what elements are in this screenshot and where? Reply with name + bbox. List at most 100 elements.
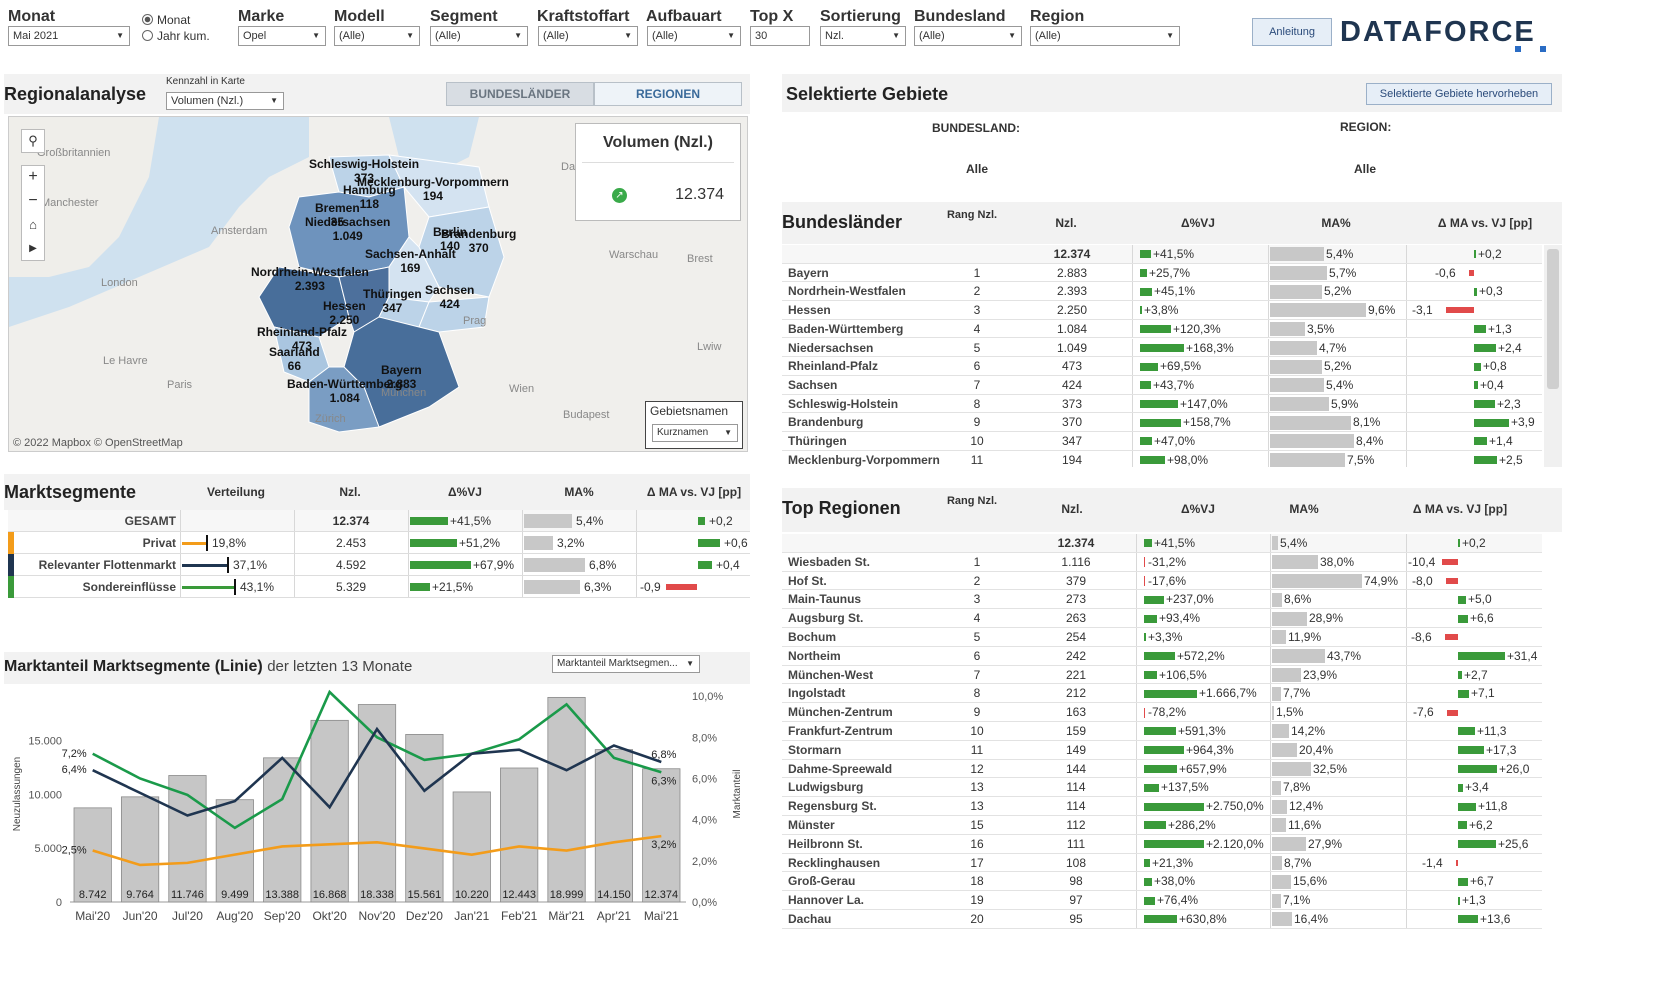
map[interactable]: Großbritannien Manchester Amsterdam Lond… [8,116,748,452]
dvj-bar [1140,456,1165,465]
modell-dropdown[interactable]: (Alle) ▼ [334,26,420,46]
table-row[interactable]: Heilbronn St. 16 111 +2.120,0% 27,9% +25,6 [782,834,1542,854]
col-divider [1268,263,1269,282]
table-row[interactable]: Northeim 6 242 +572,2% 43,7% +31,4 [782,646,1542,666]
tab-regionen[interactable]: REGIONEN [594,82,742,106]
distribution-marker [234,579,236,595]
dma-value: +2,3 [1497,396,1521,411]
state-name: Hessen [323,299,366,313]
zoom-in-icon[interactable]: + [28,168,38,185]
region-dropdown[interactable]: (Alle) ▼ [1030,26,1180,46]
ma-value: 7,5% [1347,452,1375,467]
scrollbar[interactable] [1544,245,1562,467]
topx-value: 30 [755,30,768,42]
table-row[interactable]: Main-Taunus 3 273 +237,0% 8,6% +5,0 [782,590,1542,610]
table-row[interactable]: Ingolstadt 8 212 +1.666,7% 7,7% +7,1 [782,684,1542,704]
state-label: Bremen 35 [315,201,360,229]
table-row[interactable]: Relevanter Flottenmarkt 37,1% 4.592 +67,9% 6… [8,554,750,576]
col-divider [1136,816,1137,834]
table-row[interactable]: 12.374 +41,5% 5,4% +0,2 [782,245,1542,264]
highlight-button[interactable]: Selektierte Gebiete hervorheben [1366,83,1552,105]
sortierung-dropdown[interactable]: Nzl. ▼ [820,26,906,46]
col-divider [1406,609,1407,627]
table-row[interactable]: 12.374 +41,5% 5,4% +0,2 [782,534,1542,553]
table-row[interactable]: Brandenburg 9 370 +158,7% 8,1% +3,9 [782,413,1542,432]
ma-value: 5,4% [1326,377,1354,392]
marke-value: Opel [243,30,267,42]
dvj-value: +1.666,7% [1199,686,1257,701]
x-tick-label: Mai'20 [75,909,110,923]
table-row[interactable]: Rheinland-Pfalz 6 473 +69,5% 5,2% +0,8 [782,357,1542,376]
table-row[interactable]: Regensburg St. 13 114 +2.750,0% 12,4% +11,8 [782,797,1542,816]
radio-jahr[interactable]: Jahr kum. [142,28,210,44]
table-row[interactable]: München-Zentrum 9 163 -78,2% 1,5% -7,6 [782,703,1542,722]
col-divider [1270,534,1271,552]
table-row[interactable]: Frankfurt-Zentrum 10 159 +591,3% 14,2% +11,3 [782,722,1542,741]
col-divider [1406,413,1407,431]
bundesland-dropdown[interactable]: (Alle) ▼ [914,26,1022,46]
table-row[interactable]: Groß-Gerau 18 98 +38,0% 15,6% +6,7 [782,872,1542,892]
ma-bar [524,580,580,594]
bar [405,734,444,903]
table-row[interactable]: Ludwigsburg 13 114 +137,5% 7,8% +3,4 [782,778,1542,798]
scrollbar-thumb[interactable] [1547,249,1559,389]
segment-dropdown[interactable]: (Alle) ▼ [430,26,528,46]
table-row[interactable]: Dahme-Spreewald 12 144 +657,9% 32,5% +26,0 [782,759,1542,779]
table-row[interactable]: Bayern 1 2.883 +25,7% 5,7% -0,6 [782,263,1542,283]
table-row[interactable]: Stormarn 11 149 +964,3% 20,4% +17,3 [782,740,1542,760]
dma-bar [666,584,697,590]
table-row[interactable]: Hessen 3 2.250 +3,8% 9,6% -3,1 [782,301,1542,320]
tab-bundeslaender[interactable]: BUNDESLÄNDER [446,82,594,106]
table-row[interactable]: Privat 19,8% 2.453 +51,2% 3,2% +0,6 [8,532,750,554]
col-divider [1270,910,1271,928]
table-row[interactable]: Baden-Württemberg 4 1.084 +120,3% 3,5% +1,3 [782,319,1542,339]
aufbau-dropdown[interactable]: (Alle) ▼ [647,26,741,46]
anleitung-button[interactable]: Anleitung [1252,18,1332,46]
dma-bar [1458,746,1484,755]
table-row[interactable]: Münster 15 112 +286,2% 11,6% +6,2 [782,816,1542,835]
ma-bar [1272,686,1281,701]
search-icon[interactable]: ⚲ [21,129,45,153]
bundesland-sel-value: Alle [966,162,989,176]
dvj-value: +93,4% [1159,611,1201,626]
table-row[interactable]: Wiesbaden St. 1 1.116 -31,2% 38,0% -10,4 [782,552,1542,572]
nzl-value: 12.374 [1053,247,1091,261]
gebietsnamen-dropdown[interactable]: Kurznamen ▼ [652,424,738,442]
table-row[interactable]: Schleswig-Holstein 8 373 +147,0% 5,9% +2,3 [782,394,1542,414]
dma-bar [1458,783,1463,792]
state-value: 1.084 [329,391,360,405]
home-icon[interactable]: ⌂ [29,217,37,232]
col-divider [1136,590,1137,609]
ma-value: 74,9% [1364,573,1399,588]
chevron-down-icon: ▼ [686,659,694,668]
table-row[interactable]: Hof St. 2 379 -17,6% 74,9% -8,0 [782,571,1542,591]
table-row[interactable]: Mecklenburg-Vorpommern 11 194 +98,0% 7,5% +2,… [782,450,1542,467]
marke-dropdown[interactable]: Opel ▼ [238,26,326,46]
table-row[interactable]: Hannover La. 19 97 +76,4% 7,1% +1,3 [782,891,1542,910]
kraftstoff-dropdown[interactable]: (Alle) ▼ [538,26,638,46]
table-row[interactable]: Sondereinflüsse 43,1% 5.329 +21,5% 6,3% -0,9 [8,576,750,598]
topx-input[interactable]: 30 [750,26,810,46]
table-row[interactable]: Dachau 20 95 +630,8% 16,4% +13,6 [782,910,1542,929]
chart-measure-dropdown[interactable]: Marktanteil Marktsegmen... ▼ [552,655,700,673]
table-row[interactable]: Thüringen 10 347 +47,0% 8,4% +1,4 [782,432,1542,451]
table-row[interactable]: GESAMT 12.374 +41,5% 5,4% +0,2 [8,510,750,532]
table-row[interactable]: Nordrhein-Westfalen 2 2.393 +45,1% 5,2% +0,3 [782,282,1542,302]
monat-dropdown[interactable]: Mai 2021 ▼ [8,26,130,46]
dvj-bar [1140,362,1158,371]
table-row[interactable]: Niedersachsen 5 1.049 +168,3% 4,7% +2,4 [782,338,1542,358]
zoom-out-icon[interactable]: − [28,192,38,209]
ma-bar [1270,247,1324,262]
region-name: Frankfurt-Zentrum [788,724,893,738]
play-icon[interactable]: ▶ [29,243,37,254]
radio-monat[interactable]: Monat [142,12,210,28]
table-row[interactable]: München-West 7 221 +106,5% 23,9% +2,7 [782,665,1542,685]
table-row[interactable]: Bochum 5 254 +3,3% 11,9% -8,6 [782,628,1542,647]
table-row[interactable]: Augsburg St. 4 263 +93,4% 28,9% +6,6 [782,609,1542,628]
rank-value: 3 [973,303,981,318]
col-header: Δ MA vs. VJ [pp] [1412,502,1508,516]
table-row[interactable]: Recklinghausen 17 108 +21,3% 8,7% -1,4 [782,853,1542,873]
col-divider [1406,910,1407,928]
table-row[interactable]: Sachsen 7 424 +43,7% 5,4% +0,4 [782,375,1542,395]
kennzahl-dropdown[interactable]: Volumen (Nzl.) ▼ [166,92,284,110]
